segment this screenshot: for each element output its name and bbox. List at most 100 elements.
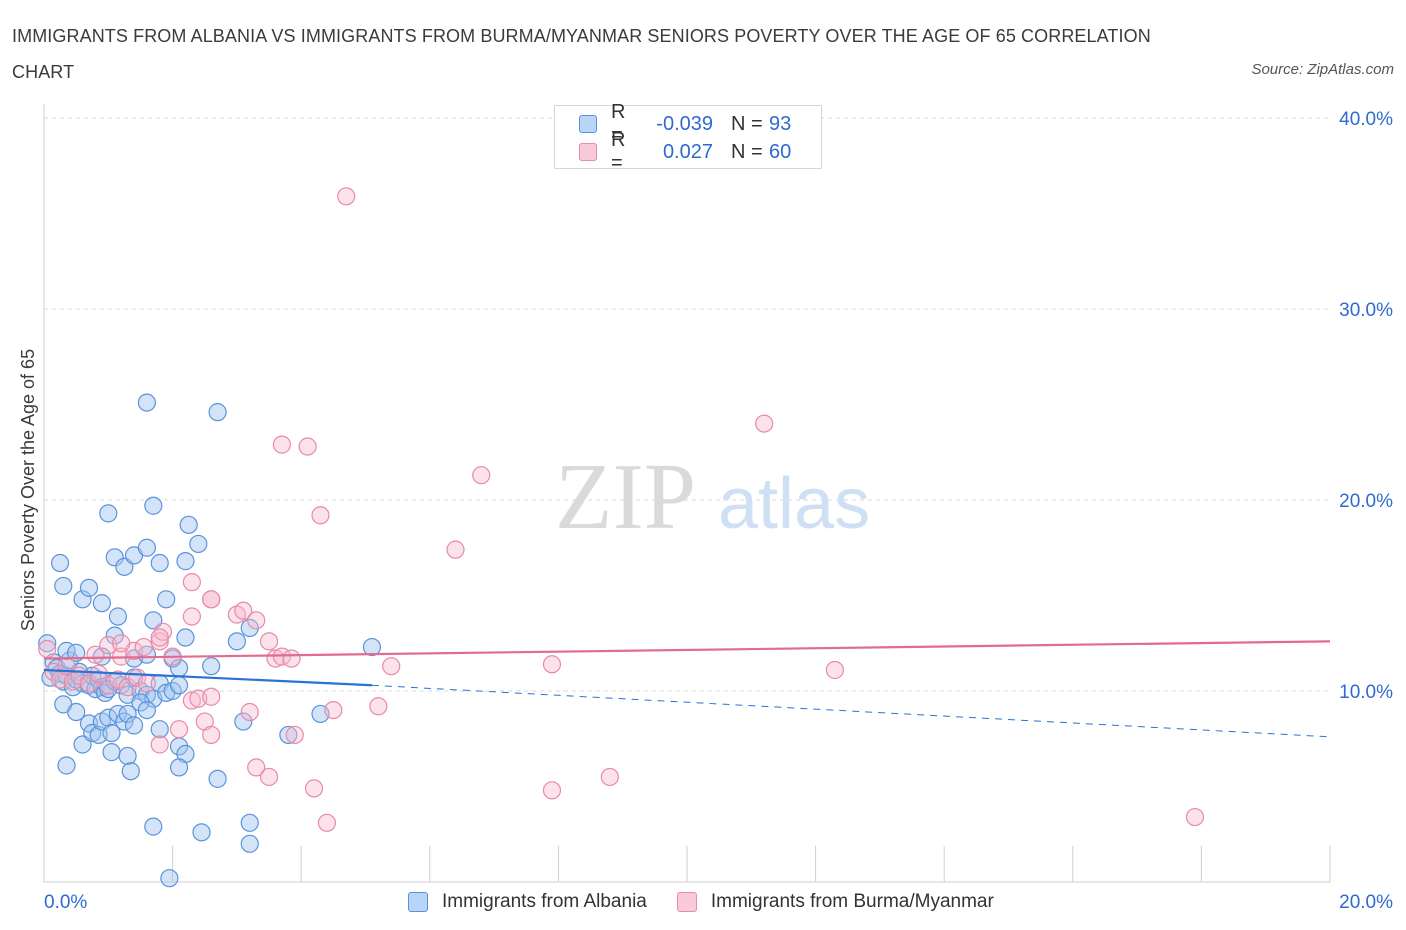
albania-point [54, 576, 73, 596]
tick-labels: 10.0% 20.0% 30.0% 40.0% 0.0% 20.0% [44, 109, 1393, 913]
albania-point [157, 590, 176, 609]
burma-point [446, 540, 465, 559]
albania-point [234, 712, 253, 731]
burma-point [285, 725, 304, 745]
albania-point [92, 594, 111, 613]
albania-point [38, 634, 57, 653]
burma-point [99, 676, 118, 695]
legend-label-albania: Immigrants from Albania [442, 891, 647, 912]
legend-row-albania: R = -0.039 N = 93 [555, 101, 792, 146]
albania-point [102, 723, 121, 743]
albania-point [279, 725, 298, 745]
albania-point [160, 869, 179, 888]
albania-point [50, 553, 70, 573]
n-value: 60 [769, 140, 792, 163]
r-label: R = [611, 101, 626, 146]
albania-point [176, 552, 195, 571]
burma-point [247, 611, 266, 630]
burma-point [38, 639, 57, 659]
burma-point [317, 813, 337, 832]
n-value: 93 [769, 112, 792, 135]
burma-point [108, 670, 128, 689]
watermark-atlas: atlas [718, 464, 870, 544]
albania-point [137, 393, 156, 412]
albania-point [169, 758, 189, 777]
albania-point [227, 632, 246, 651]
legend-row-burma: R = 0.027 N = 60 [555, 129, 792, 174]
watermark-zip: ZIP [555, 445, 696, 549]
albania-swatch [579, 115, 597, 133]
burma-point [150, 632, 169, 651]
burma-points [38, 187, 1205, 832]
albania-point [105, 548, 124, 567]
burma-point [825, 660, 844, 680]
burma-point [153, 622, 173, 641]
albania-point [192, 823, 211, 842]
n-label: N = [731, 140, 763, 163]
albania-points [38, 393, 382, 888]
albania-point [169, 676, 189, 695]
burma-point [311, 506, 330, 525]
burma-swatch [676, 892, 697, 912]
albania-point [67, 702, 86, 722]
legend-item-albania: Immigrants from Albania [408, 891, 647, 913]
burma-point [118, 678, 137, 697]
r-label: R = [611, 129, 626, 174]
n-label: N = [731, 112, 763, 135]
albania-point [102, 743, 121, 762]
albania-trend-extension [371, 684, 1331, 738]
chart-title: IMMIGRANTS FROM ALBANIA VS IMMIGRANTS FR… [12, 26, 1151, 82]
y-tick-label: 40.0% [1339, 109, 1393, 130]
albania-point [124, 716, 144, 735]
burma-point [600, 767, 619, 787]
x-tick-label: 20.0% [1339, 892, 1393, 913]
burma-point [272, 435, 292, 454]
burma-point [472, 466, 491, 485]
albania-point [144, 817, 163, 836]
burma-point [202, 687, 221, 706]
burma-swatch [579, 143, 597, 161]
burma-point [298, 437, 317, 456]
burma-point [234, 601, 253, 620]
burma-point [169, 720, 189, 739]
albania-point [73, 590, 92, 609]
legend-label-burma: Immigrants from Burma/Myanmar [710, 891, 994, 912]
albania-point [57, 756, 76, 775]
albania-point [118, 746, 137, 766]
burma-point [202, 590, 221, 609]
x-tick-label: 0.0% [44, 892, 87, 913]
r-value: -0.039 [656, 112, 713, 135]
albania-point [131, 693, 150, 712]
burma-point [202, 725, 221, 745]
y-axis-label: Seniors Poverty Over the Age of 65 [18, 349, 38, 631]
albania-point [79, 578, 99, 597]
y-tick-label: 20.0% [1339, 491, 1393, 512]
series-legend: Immigrants from Albania Immigrants from … [408, 888, 1024, 916]
burma-point [259, 767, 279, 787]
burma-point [182, 607, 201, 626]
albania-point [208, 403, 227, 422]
albania-point [189, 534, 208, 554]
burma-point [137, 674, 156, 693]
albania-point [105, 626, 124, 645]
burma-point [150, 735, 169, 754]
burma-point [134, 637, 153, 657]
burma-point [304, 779, 324, 798]
albania-point [202, 657, 221, 676]
albania-point [176, 628, 195, 647]
albania-point [362, 637, 382, 657]
burma-point [79, 674, 99, 693]
albania-point [240, 813, 259, 832]
source-label: Source: ZipAtlas.com [1251, 61, 1394, 78]
trend-lines [43, 640, 1331, 738]
burma-point [240, 702, 259, 722]
y-tick-label: 10.0% [1339, 682, 1393, 703]
burma-point [382, 657, 401, 676]
burma-point [369, 697, 388, 716]
burma-point [259, 632, 279, 651]
burma-point [247, 758, 266, 777]
burma-point [182, 691, 201, 710]
albania-swatch [408, 892, 428, 912]
burma-trend-line [43, 640, 1331, 660]
